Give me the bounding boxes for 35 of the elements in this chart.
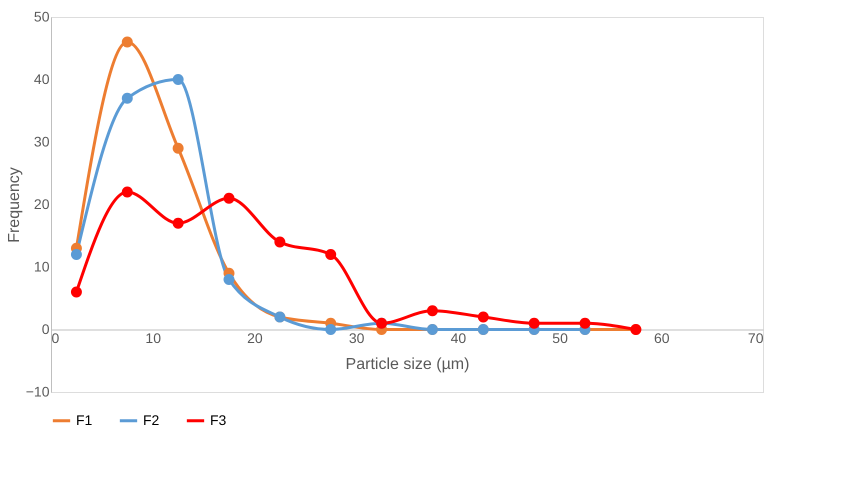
x-axis-title: Particle size (µm) <box>346 356 470 373</box>
legend-label: F3 <box>210 412 227 428</box>
y-tick-label: 50 <box>34 8 50 24</box>
point <box>478 312 489 322</box>
x-tick-label: 10 <box>145 330 162 346</box>
point <box>172 74 184 85</box>
point <box>426 305 438 316</box>
x-tick-label: 20 <box>247 330 263 346</box>
point <box>172 142 184 154</box>
x-tick-label: 70 <box>748 330 764 346</box>
y-tick-label: 20 <box>34 196 50 212</box>
y-axis-title: Frequency <box>6 167 23 243</box>
point <box>172 218 184 229</box>
legend-label: F2 <box>143 412 160 428</box>
x-tick-label: 30 <box>348 330 365 346</box>
point <box>122 186 133 198</box>
x-tick-label: 40 <box>450 330 466 346</box>
y-tick-label: 30 <box>34 134 50 150</box>
point <box>528 318 540 329</box>
point <box>224 192 234 204</box>
y-tick-label: 40 <box>34 71 50 87</box>
y-tick-label: 10 <box>34 258 50 274</box>
point <box>325 324 336 335</box>
x-tick-label: 60 <box>654 330 670 346</box>
point <box>70 249 82 260</box>
x-tick-label: 50 <box>552 330 568 346</box>
point <box>580 318 590 329</box>
point <box>325 249 336 260</box>
point <box>122 36 133 48</box>
point <box>224 274 234 285</box>
point <box>70 286 82 298</box>
point <box>122 92 133 104</box>
legend-label: F1 <box>76 412 93 428</box>
point <box>274 236 286 248</box>
y-tick-label: −10 <box>26 384 50 400</box>
